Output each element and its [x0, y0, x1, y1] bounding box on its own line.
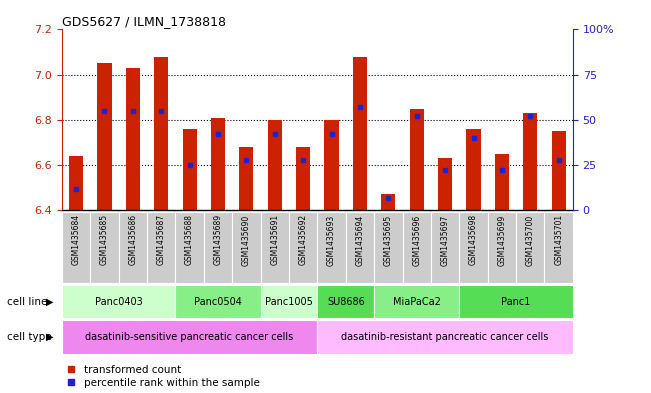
Bar [516, 212, 544, 283]
Bar [62, 212, 90, 283]
Bar [523, 113, 537, 210]
Text: GDS5627 / ILMN_1738818: GDS5627 / ILMN_1738818 [62, 15, 226, 28]
Bar [324, 120, 339, 210]
Bar [147, 212, 175, 283]
Bar [551, 131, 566, 210]
Text: GSM1435698: GSM1435698 [469, 214, 478, 265]
Text: GSM1435694: GSM1435694 [355, 214, 365, 266]
Bar [62, 285, 175, 318]
Point [71, 185, 81, 192]
Bar [232, 212, 260, 283]
Text: GSM1435693: GSM1435693 [327, 214, 336, 266]
Text: GSM1435700: GSM1435700 [526, 214, 534, 266]
Point [411, 113, 422, 119]
Legend: transformed count, percentile rank within the sample: transformed count, percentile rank withi… [67, 365, 260, 388]
Bar [317, 212, 346, 283]
Bar [98, 63, 111, 210]
Bar [409, 108, 424, 210]
Bar [346, 212, 374, 283]
Bar [182, 129, 197, 210]
Point [525, 113, 536, 119]
Bar [69, 156, 83, 210]
Text: GSM1435688: GSM1435688 [185, 214, 194, 265]
Bar [431, 212, 460, 283]
Text: GSM1435696: GSM1435696 [412, 214, 421, 266]
Bar [544, 212, 573, 283]
Text: MiaPaCa2: MiaPaCa2 [393, 297, 441, 307]
Bar [317, 285, 374, 318]
Point [270, 131, 280, 138]
Bar [90, 212, 118, 283]
Bar [495, 154, 509, 210]
Text: GSM1435685: GSM1435685 [100, 214, 109, 265]
Text: GSM1435701: GSM1435701 [554, 214, 563, 265]
Bar [175, 212, 204, 283]
Text: GSM1435691: GSM1435691 [270, 214, 279, 265]
Text: ▶: ▶ [46, 297, 54, 307]
Text: GSM1435687: GSM1435687 [157, 214, 166, 265]
Text: Panc0504: Panc0504 [194, 297, 242, 307]
Point [383, 195, 394, 201]
Text: GSM1435684: GSM1435684 [72, 214, 81, 265]
Text: Panc0403: Panc0403 [95, 297, 143, 307]
Bar [381, 195, 395, 210]
Bar [175, 285, 260, 318]
Bar [296, 147, 311, 210]
Text: GSM1435692: GSM1435692 [299, 214, 308, 265]
Point [553, 156, 564, 163]
Point [497, 167, 507, 174]
Bar [402, 212, 431, 283]
Point [184, 162, 195, 168]
Bar [289, 212, 317, 283]
Bar [374, 212, 402, 283]
Text: Panc1005: Panc1005 [265, 297, 313, 307]
Text: GSM1435686: GSM1435686 [128, 214, 137, 265]
Text: dasatinib-sensitive pancreatic cancer cells: dasatinib-sensitive pancreatic cancer ce… [85, 332, 294, 342]
Bar [260, 285, 317, 318]
Bar [126, 68, 140, 210]
Text: GSM1435695: GSM1435695 [384, 214, 393, 266]
Bar [62, 320, 317, 354]
Point [128, 108, 138, 114]
Bar [154, 57, 169, 210]
Bar [488, 212, 516, 283]
Bar [466, 129, 480, 210]
Bar [211, 118, 225, 210]
Point [156, 108, 167, 114]
Text: SU8686: SU8686 [327, 297, 365, 307]
Bar [260, 212, 289, 283]
Point [468, 135, 478, 141]
Bar [460, 285, 573, 318]
Bar [353, 57, 367, 210]
Text: dasatinib-resistant pancreatic cancer cells: dasatinib-resistant pancreatic cancer ce… [341, 332, 549, 342]
Point [241, 156, 251, 163]
Bar [374, 285, 460, 318]
Text: cell line: cell line [7, 297, 47, 307]
Point [326, 131, 337, 138]
Bar [204, 212, 232, 283]
Text: ▶: ▶ [46, 332, 54, 342]
Bar [460, 212, 488, 283]
Point [355, 104, 365, 110]
Bar [317, 320, 573, 354]
Bar [240, 147, 253, 210]
Bar [438, 158, 452, 210]
Point [213, 131, 223, 138]
Text: GSM1435699: GSM1435699 [497, 214, 506, 266]
Bar [118, 212, 147, 283]
Text: GSM1435690: GSM1435690 [242, 214, 251, 266]
Text: Panc1: Panc1 [501, 297, 531, 307]
Text: GSM1435689: GSM1435689 [214, 214, 223, 265]
Text: GSM1435697: GSM1435697 [441, 214, 450, 266]
Text: cell type: cell type [7, 332, 51, 342]
Point [298, 156, 309, 163]
Point [99, 108, 109, 114]
Point [440, 167, 450, 174]
Bar [268, 120, 282, 210]
